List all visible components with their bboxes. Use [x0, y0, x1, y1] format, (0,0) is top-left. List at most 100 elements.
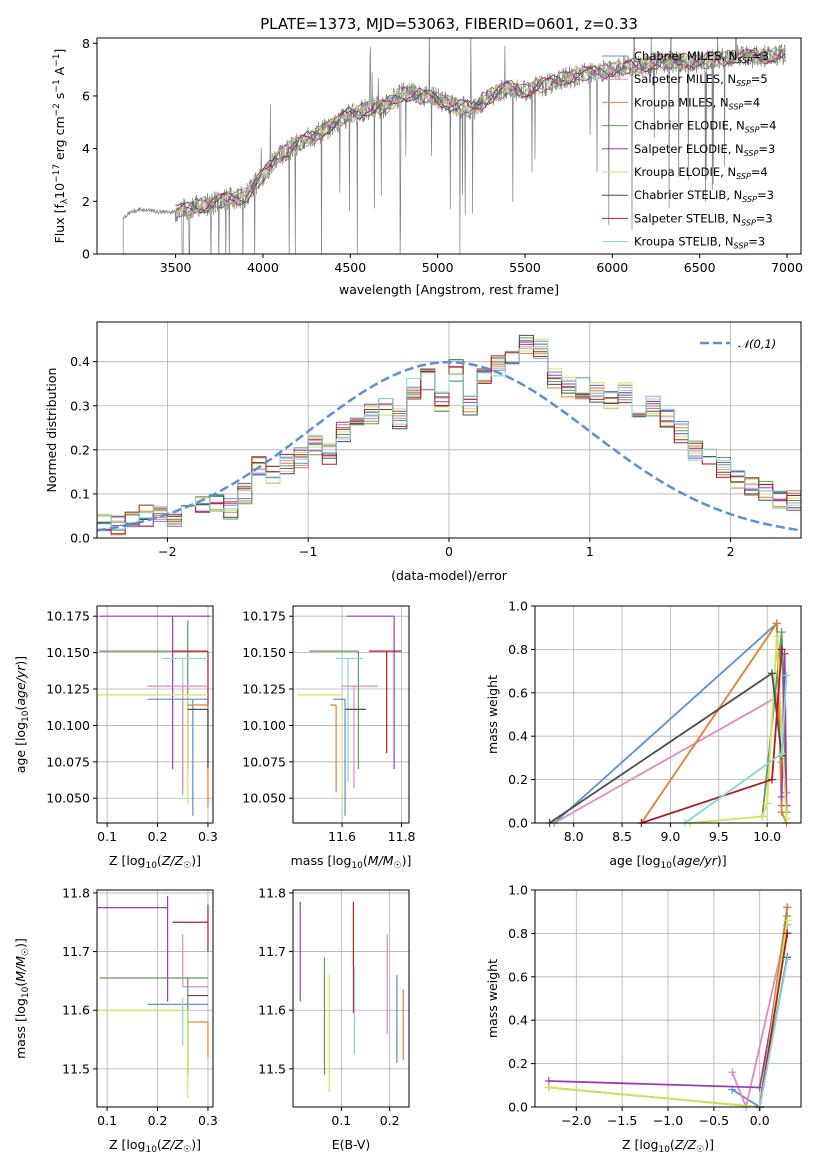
mass-vs-ebv-frame [292, 889, 410, 1108]
series-marker [772, 632, 781, 641]
residuals-ytick-label: 0.1 [70, 486, 90, 501]
age-vs-mass-xlabel: mass [log10(M/M☉)] [291, 853, 412, 871]
residuals-ytick-label: 0.2 [70, 442, 90, 457]
legend-label-sub: SSP [745, 126, 760, 135]
massweight-vs-age-ylabel-part: mass weight [485, 675, 500, 754]
mass-vs-ebv-panel: 0.1 0.2 11.5 11.6 11.7 11.8 E(B-V) [258, 885, 410, 1152]
mass-vs-Z-xlabel-part: ☉ [183, 1145, 191, 1155]
mass-vs-Z-ytick-label: 11.8 [62, 885, 90, 900]
mass-vs-ebv-ytick-label: 11.6 [258, 1003, 286, 1018]
series-marker [758, 812, 767, 821]
massweight-vs-Z-ytick-label: 0.8 [508, 926, 528, 941]
mass-vs-Z-panel: 0.1 0.2 0.311.511.611.711.8Z [log10(Z/Z☉)]… [13, 885, 218, 1155]
massweight-vs-Z-xlabel-part: Z [log [622, 1137, 658, 1152]
age-vs-mass-xlabel-part: mass [log [291, 853, 352, 868]
massweight-vs-Z-xtick-label: −0.5 [699, 1113, 729, 1128]
errorbar-kroupa-stelib [336, 657, 363, 783]
spectrum-xtick-label: 6000 [596, 260, 628, 275]
residuals-xtick-label: 1 [586, 544, 594, 559]
massweight-vs-Z-xtick-label: 0.0 [750, 1113, 770, 1128]
mass-vs-ebv-grid [293, 890, 409, 1107]
series-marker [777, 645, 786, 654]
legend-label-suffix: =3 [748, 235, 765, 249]
spectrum-ylabel-part: 10 [52, 183, 67, 199]
legend-label-sub: SSP [729, 102, 744, 111]
age-vs-Z-ytick-label: 10.175 [46, 609, 90, 624]
mass-vs-Z-ylabel-part: )] [13, 938, 28, 948]
mass-vs-ebv-xtick-label: 0.2 [380, 1113, 400, 1128]
errorbar-kroupa-miles [330, 704, 337, 793]
massweight-vs-Z-xlabel-part: ( [670, 1137, 675, 1152]
spectrum-ylabel-part: −1 [52, 79, 62, 92]
age-vs-mass-ytick-label: 10.100 [242, 718, 286, 733]
spectrum-plot-area [122, 38, 786, 254]
spectrum-ylabel-part: s [52, 93, 67, 104]
age-vs-Z-ytick-label: 10.150 [46, 645, 90, 660]
spectrum-ytick-label: 4 [82, 141, 90, 156]
spectrum-ylabel: Flux [fλ10−17 erg cm−2 s−1 A−1] [52, 49, 70, 244]
massweight-vs-age-panel: 8.0 8.5 9.0 9.5 10.0 0.0 0.2 0.4 0.6 0.8 1.0 age [l… [485, 599, 802, 871]
massweight-vs-Z-xtick-label: −1.0 [653, 1113, 683, 1128]
legend-label: Kroupa ELODIE, NSSP=4 [634, 165, 768, 181]
legend-label: Chabrier ELODIE, NSSP=4 [634, 119, 776, 135]
residuals-panel: −2 −1 0 1 2 0.0 0.1 0.2 0.3 0.4 (data-model)/error… [44, 321, 802, 583]
series-marker [763, 799, 772, 808]
spectrum-ylabel-part: A [52, 66, 67, 79]
errorbar-salpeter-stelib [172, 904, 209, 952]
age-vs-Z-xlabel-part: Z/Z [161, 853, 184, 868]
age-vs-Z-ylabel-part: )] [13, 656, 28, 666]
mass-vs-Z-ytick-label: 11.6 [62, 1003, 90, 1018]
age-vs-mass-plot-area [297, 615, 402, 816]
mass-vs-ebv-ytick-label: 11.8 [258, 885, 286, 900]
spectrum-ytick-label: 8 [82, 36, 90, 51]
mass-vs-ebv-xlabel: E(B-V) [332, 1137, 371, 1152]
massweight-vs-Z-xlabel-part: 10 [658, 1145, 670, 1155]
spectrum-ylabel-part: erg cm [52, 116, 67, 164]
legend-label: Chabrier MILES, NSSP=3 [634, 49, 769, 65]
mass-vs-Z-ytick-label: 11.7 [62, 944, 90, 959]
residual-hist-chabrier-stelib [97, 334, 801, 525]
age-vs-mass-xlabel-part: M/M [368, 853, 394, 868]
spectrum-xlabel: wavelength [Angstrom, rest frame] [339, 282, 559, 297]
mass-vs-ebv-ytick-label: 11.5 [258, 1061, 286, 1076]
age-vs-mass-ytick-label: 10.125 [242, 682, 286, 697]
mass-vs-Z-xlabel-part: Z/Z [161, 1137, 184, 1152]
age-vs-mass-xlabel-part: )] [402, 853, 412, 868]
massweight-vs-age-xtick-label: 9.5 [709, 829, 729, 844]
mass-vs-Z-xlabel: Z [log10(Z/Z☉)] [109, 1137, 201, 1155]
legend-label-text: Kroupa ELODIE, N [634, 165, 736, 179]
age-vs-Z-plot-area [97, 615, 211, 816]
age-vs-Z-xlabel-part: ( [157, 853, 162, 868]
mass-vs-Z-plot-area [97, 895, 209, 1099]
legend-label-sub: SSP [736, 172, 751, 181]
massweight-vs-age-ytick-label: 0.6 [508, 685, 528, 700]
spectrum-ylabel-part: Flux [f [52, 204, 67, 244]
series-marker [767, 775, 776, 784]
residuals-ytick-label: 0.4 [70, 354, 90, 369]
age-vs-Z-panel: 0.1 0.2 0.3 10.050 10.075 10.100 10.125 10.150 1… [13, 605, 218, 871]
spectrum-ytick-label: 6 [82, 88, 90, 103]
mass-vs-Z-xtick-label: 0.1 [97, 1113, 117, 1128]
errorbar-salpeter-elodie [346, 615, 395, 770]
massweight-vs-age-xlabel-part: )] [717, 853, 727, 868]
age-vs-Z-xlabel-part: 10 [145, 861, 157, 871]
spectrum-ylabel-part: ] [52, 49, 67, 54]
residuals-xlabel: (data-model)/error [391, 568, 508, 583]
mass-vs-Z-xlabel-part: ( [157, 1137, 162, 1152]
massweight-vs-Z-xlabel-part: )] [704, 1137, 714, 1152]
age-vs-mass-ytick-label: 10.175 [242, 609, 286, 624]
errorbar-kroupa-elodie [97, 694, 208, 805]
massweight-vs-age-ytick-label: 0.2 [508, 772, 528, 787]
mass-vs-ebv-xtick-label: 0.1 [331, 1113, 351, 1128]
age-vs-Z-ytick-label: 10.075 [46, 754, 90, 769]
massweight-vs-Z-ytick-label: 0.0 [508, 1100, 528, 1115]
errorbar-salpeter-elodie [99, 615, 211, 770]
model-spectrum-kroupa-stelib [175, 47, 786, 215]
errorbar-salpeter-miles [342, 685, 378, 789]
massweight-vs-age-xtick-label: 10.0 [753, 829, 781, 844]
legend-label-suffix: =3 [752, 49, 769, 63]
age-vs-mass-frame [292, 605, 410, 824]
mass-vs-Z-ylabel-part: ☉ [21, 948, 31, 956]
residuals-ylabel-part: Normed distribution [44, 368, 59, 493]
